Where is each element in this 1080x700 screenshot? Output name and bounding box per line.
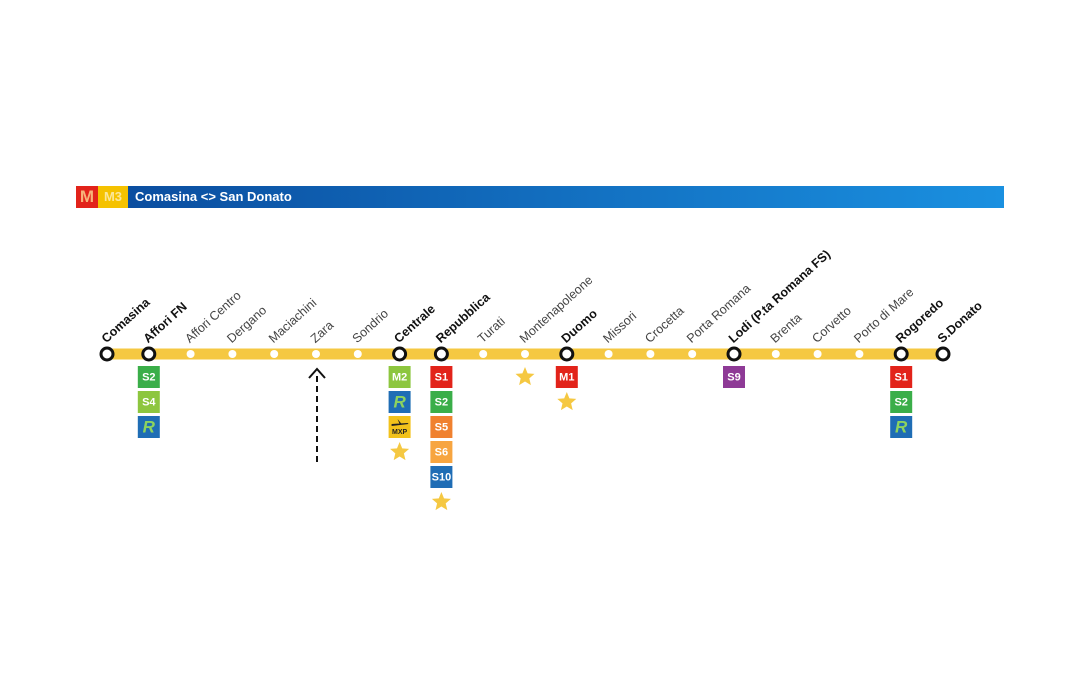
- station-name: Centrale: [391, 302, 438, 346]
- station: [228, 350, 237, 358]
- station-name: Turati: [475, 314, 508, 345]
- station-name: Zara: [308, 318, 337, 346]
- pointer-arrow-head: [308, 367, 326, 379]
- rail-icon: R: [143, 417, 156, 436]
- rail-icon: R: [895, 417, 908, 436]
- station: [521, 350, 529, 358]
- station: [479, 350, 488, 358]
- station-name: Crocetta: [642, 304, 687, 346]
- station-major: [433, 346, 449, 362]
- connection-badge: [137, 416, 160, 438]
- connection-label: S2: [435, 396, 448, 408]
- star-icon: [515, 367, 535, 386]
- connection-label: S1: [435, 371, 448, 383]
- connection-badge: [388, 416, 411, 438]
- station-major: [935, 346, 951, 362]
- station-major: [392, 346, 408, 362]
- connection-label: S9: [727, 371, 740, 383]
- connection-badge: [388, 391, 411, 413]
- station: [855, 350, 864, 358]
- station-major: [141, 346, 157, 362]
- logo: M: [80, 187, 94, 206]
- station-name: Corvetto: [809, 304, 854, 346]
- station: [646, 350, 655, 358]
- connection-badge: [388, 366, 411, 388]
- station-name: Brenta: [768, 311, 805, 346]
- line-name: M3: [104, 189, 122, 204]
- star-icon: [431, 492, 451, 511]
- station-major: [893, 346, 909, 362]
- star-icon: [557, 392, 577, 411]
- star-icon: [390, 442, 410, 461]
- station: [813, 350, 822, 358]
- connection-label: S6: [435, 446, 448, 458]
- logo-box: [76, 186, 98, 208]
- station: [688, 350, 697, 358]
- connection-badge: [890, 391, 913, 413]
- connection-badge: [723, 366, 745, 388]
- connection-badge: [137, 391, 160, 413]
- line-box: [98, 186, 128, 208]
- connection-label: M2: [392, 371, 407, 383]
- station: [353, 350, 362, 358]
- station-name: Duomo: [559, 306, 601, 345]
- station: [270, 350, 279, 358]
- station: [771, 350, 780, 358]
- connection-badge: [430, 391, 453, 413]
- station: [186, 350, 195, 358]
- station-name: Missori: [600, 309, 639, 346]
- connection-label: M1: [559, 371, 574, 383]
- header-bar: [76, 186, 1004, 208]
- connection-badge: [430, 466, 453, 488]
- connection-badge: [430, 366, 453, 388]
- connection-badge: [890, 366, 913, 388]
- station-name: Montenapoleone: [517, 273, 596, 346]
- station-major: [559, 346, 575, 362]
- connection-label: S2: [894, 396, 907, 408]
- station-major: [99, 346, 115, 362]
- connection-badge: [430, 441, 453, 463]
- station: [312, 350, 320, 358]
- connection-badge: [430, 416, 453, 438]
- connection-label: S5: [435, 421, 448, 433]
- connection-badge: [890, 416, 913, 438]
- connection-label: S1: [894, 371, 907, 383]
- connection-label: S4: [142, 396, 156, 408]
- station-name: Sondrio: [350, 306, 391, 345]
- connection-badge: [137, 366, 160, 388]
- airport-label: MXP: [392, 429, 408, 436]
- plane-icon: [391, 419, 409, 426]
- station: [604, 350, 613, 358]
- connection-label: S10: [432, 471, 452, 483]
- rail-icon: R: [393, 392, 406, 411]
- station-major: [726, 346, 742, 362]
- connection-badge: [555, 366, 578, 388]
- connection-label: S2: [142, 371, 155, 383]
- header-title: Comasina <> San Donato: [135, 189, 292, 204]
